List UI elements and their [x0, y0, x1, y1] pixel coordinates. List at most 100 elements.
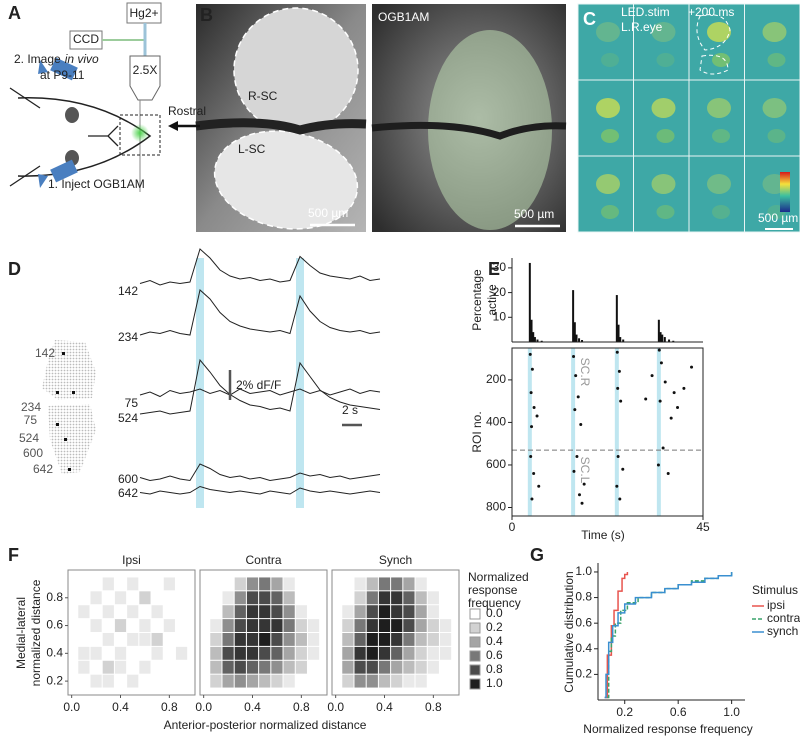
- image-step: 2. Image in vivo: [14, 52, 99, 66]
- heat-cell: [354, 605, 366, 619]
- heat-cell: [342, 674, 354, 688]
- bar: [536, 339, 539, 342]
- heat-cell: [175, 660, 188, 674]
- heat-cell: [415, 633, 427, 646]
- image-age: at P9-11: [40, 68, 85, 82]
- legend-swatch: [469, 622, 481, 634]
- heat-cell: [234, 646, 246, 660]
- activity-blob: [651, 174, 676, 194]
- heat-cell: [259, 674, 271, 688]
- heat-cell: [234, 633, 246, 646]
- y-axis-label: normalized distance: [29, 579, 43, 686]
- x-tick-label: 0.2: [616, 705, 633, 719]
- midline: [371, 121, 567, 140]
- heat-cell: [295, 660, 307, 674]
- heat-cell: [102, 660, 114, 674]
- heat-cell: [307, 591, 320, 605]
- y-tick-label: 20: [493, 285, 507, 299]
- heat-cell: [427, 619, 439, 632]
- heat-cell: [342, 577, 354, 591]
- heat-cell: [102, 577, 114, 591]
- heat-cell: [259, 605, 271, 619]
- activity-blob: [656, 129, 675, 143]
- roi-event: [572, 355, 576, 359]
- bar: [668, 339, 671, 342]
- roi-outline: [696, 14, 731, 75]
- panel-label: E: [488, 259, 500, 279]
- direction-label: Rostral: [168, 104, 206, 118]
- heat-cell: [102, 619, 114, 632]
- heat-cell: [415, 577, 427, 591]
- scale-label: 500 µm: [514, 207, 554, 221]
- x-tick-label: 1.0: [723, 705, 740, 719]
- panel-c-images: [577, 3, 800, 233]
- heat-cell: [234, 674, 246, 688]
- heat-cell: [403, 646, 415, 660]
- trace: [139, 388, 381, 398]
- roi-event: [530, 425, 534, 429]
- heat-cell: [127, 619, 139, 632]
- bar: [532, 332, 535, 342]
- trace: [139, 248, 381, 286]
- heat-cell: [259, 591, 271, 605]
- heat-cell: [90, 633, 102, 646]
- legend-swatch: [469, 636, 481, 648]
- heat-cell: [127, 646, 139, 660]
- region-label: SC.R: [578, 358, 592, 387]
- heat-cell: [234, 591, 246, 605]
- activity-blob: [707, 98, 731, 118]
- heat-cell: [210, 633, 222, 646]
- heat-cell: [271, 674, 283, 688]
- legend-label: 0.6: [486, 648, 503, 662]
- heat-cell: [175, 646, 188, 660]
- led: [50, 159, 78, 183]
- heat-cell: [403, 591, 415, 605]
- heat-cell: [163, 633, 175, 646]
- bar: [615, 295, 618, 342]
- legend-label: 0.8: [486, 662, 503, 676]
- bar: [657, 319, 660, 342]
- x-tick-label: 0.4: [376, 700, 393, 714]
- x-axis-label: Normalized response frequency: [583, 722, 752, 736]
- heat-cell: [403, 577, 415, 591]
- heat-cell: [342, 660, 354, 674]
- objective: [129, 55, 161, 101]
- imaging-window: [119, 114, 161, 156]
- heat-cell: [295, 591, 307, 605]
- legend-swatch: [469, 650, 481, 662]
- bar: [528, 262, 531, 342]
- x-tick-label: 0.6: [670, 705, 687, 719]
- roi-event: [619, 399, 623, 403]
- heat-cell: [246, 646, 259, 660]
- heat-cell: [439, 646, 452, 660]
- y-tick-label: 0.4: [575, 641, 592, 655]
- heat-cell: [283, 660, 295, 674]
- activity-blob: [596, 98, 620, 118]
- heat-cell: [439, 591, 452, 605]
- heat-cell: [127, 633, 139, 646]
- activity-blob: [656, 205, 675, 219]
- activity-blob: [601, 205, 619, 219]
- plot-frame: [199, 569, 328, 696]
- heat-cell: [139, 619, 151, 632]
- heat-cell: [295, 674, 307, 688]
- trace-label: 600: [118, 472, 138, 486]
- heat-cell: [127, 605, 139, 619]
- cdf-line: [607, 571, 733, 699]
- heat-cell: [378, 591, 391, 605]
- heat-cell: [222, 660, 234, 674]
- roi-marker: [64, 438, 67, 441]
- activity-blob: [651, 98, 676, 118]
- legend-title: frequency: [468, 596, 521, 610]
- bar: [661, 334, 664, 342]
- activity-blob: [596, 22, 620, 42]
- heat-cell: [234, 577, 246, 591]
- heat-cell: [391, 577, 403, 591]
- heat-cell: [151, 591, 163, 605]
- heat-cell: [439, 605, 452, 619]
- heat-cell: [271, 605, 283, 619]
- heat-cell: [307, 633, 320, 646]
- heat-cell: [342, 646, 354, 660]
- x-tick-label: 45: [696, 520, 710, 534]
- heat-cell: [222, 619, 234, 632]
